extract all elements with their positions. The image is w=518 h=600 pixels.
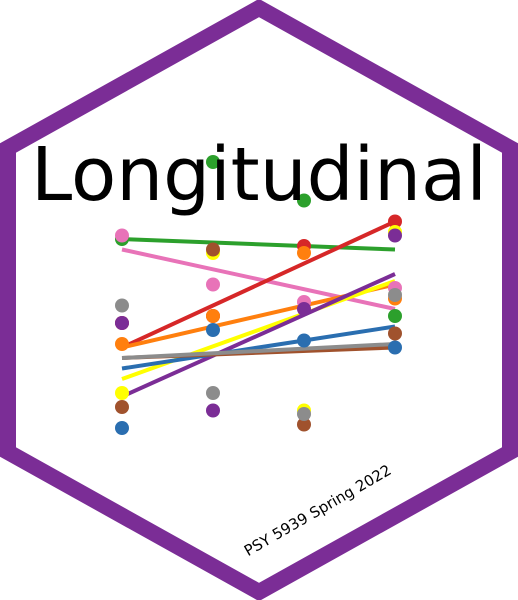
point-blue-1 (115, 421, 129, 435)
point-green-2 (206, 155, 220, 169)
trend-line-green (121, 237, 396, 252)
point-orange-2 (206, 309, 220, 323)
point-purple-4 (388, 228, 402, 243)
point-purple-2 (206, 403, 220, 418)
trend-line-gray (121, 342, 396, 360)
plot-area (115, 155, 402, 435)
point-gray-3 (297, 407, 311, 421)
trend-line-purple (121, 272, 396, 399)
point-blue-3 (297, 333, 311, 348)
point-gray-1 (115, 298, 129, 313)
point-pink-1 (115, 228, 129, 243)
point-purple-3 (297, 302, 311, 316)
point-blue-2 (206, 323, 220, 337)
point-brown-2 (206, 242, 220, 257)
point-blue-4 (388, 340, 402, 355)
sticker-title: Longitudinal (31, 132, 487, 218)
point-orange-1 (115, 337, 129, 351)
point-red-4 (388, 214, 402, 229)
trend-line-red (121, 219, 396, 350)
point-yellow-1 (115, 386, 129, 400)
point-orange-3 (297, 246, 311, 260)
point-brown-1 (115, 400, 129, 414)
point-brown-4 (388, 326, 402, 341)
point-green-3 (297, 193, 311, 208)
point-gray-2 (206, 386, 220, 400)
point-pink-2 (206, 277, 220, 292)
trend-line-blue (121, 324, 396, 371)
point-gray-4 (388, 288, 402, 302)
point-green-4 (388, 309, 402, 323)
point-purple-1 (115, 316, 129, 330)
point-brown-3 (297, 417, 311, 432)
